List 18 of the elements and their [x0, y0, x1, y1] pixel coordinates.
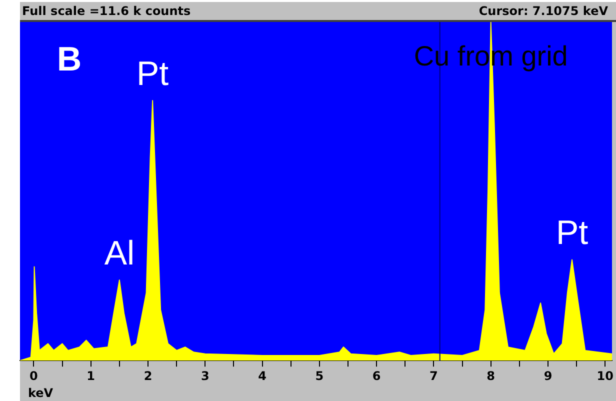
- x-tick-label: 9: [544, 368, 552, 383]
- text: Cursor: 7.1075 keV: [478, 4, 609, 18]
- annotation: Pt: [556, 214, 589, 252]
- x-tick-label: 4: [258, 368, 266, 383]
- x-tick-label: 0: [30, 368, 38, 383]
- x-tick-label: 8: [486, 368, 496, 383]
- x-tick-label: 6: [372, 368, 381, 383]
- x-axis-title: keV: [28, 386, 54, 400]
- annotation: Al: [104, 234, 135, 272]
- annotation: Pt: [136, 54, 170, 93]
- x-tick-label: 1: [86, 368, 96, 383]
- x-tick-label: 3: [200, 368, 210, 383]
- x-tick-label: 5: [315, 368, 324, 383]
- x-tick-label: 2: [144, 368, 152, 383]
- text: Full scale =11.6 k counts: [22, 4, 191, 18]
- x-tick-label: 10: [596, 368, 614, 383]
- annotation: B: [57, 40, 82, 78]
- x-tick-label: 7: [430, 368, 438, 383]
